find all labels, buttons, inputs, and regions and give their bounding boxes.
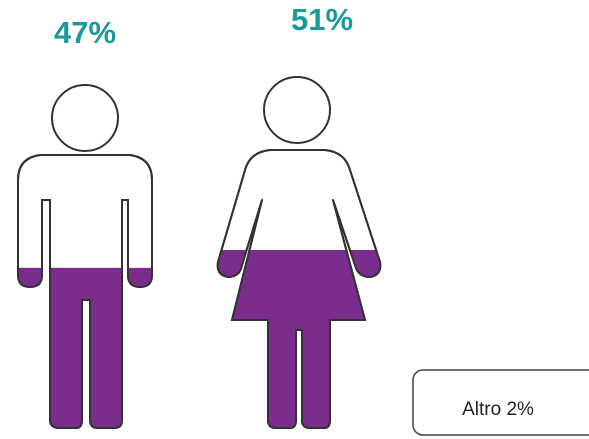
head — [263, 76, 331, 144]
value-label: 47% — [54, 15, 116, 50]
female-figure — [216, 76, 382, 429]
annotation-box — [412, 369, 589, 436]
head — [51, 84, 119, 152]
fill-level — [217, 249, 381, 428]
value-label: 51% — [291, 2, 353, 37]
annotation: Altro 2% — [462, 399, 534, 420]
fill-level — [18, 267, 152, 428]
male-figure — [17, 84, 153, 429]
